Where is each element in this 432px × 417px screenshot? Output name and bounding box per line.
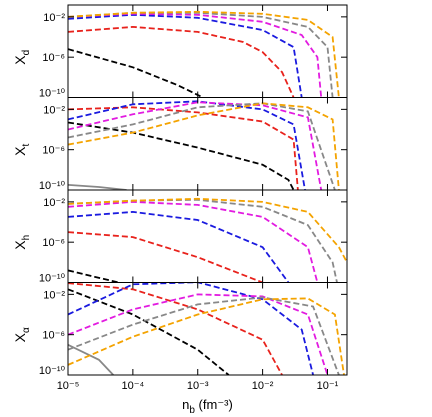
y-axis-label-sub: d: [21, 50, 32, 56]
data-line: [68, 293, 329, 375]
y-axis-label-main: X: [12, 55, 28, 65]
y-axis-label: Xt: [12, 143, 32, 155]
data-line: [68, 13, 303, 98]
data-line: [68, 200, 319, 283]
x-tick-label: 10⁻¹: [317, 380, 339, 392]
y-tick-label: 10⁻⁶: [42, 52, 65, 64]
y-axis-label: Xh: [12, 235, 32, 250]
y-axis-label-main: X: [12, 240, 28, 250]
data-line: [68, 197, 347, 263]
y-axis-label-sub: t: [21, 143, 32, 146]
y-tick-label: 10⁻¹⁰: [39, 180, 66, 192]
x-axis-label: nb (fm⁻³): [182, 397, 233, 416]
y-tick-label: 10⁻¹⁰: [39, 88, 66, 100]
data-line: [68, 10, 340, 98]
plot-frame: [67, 97, 348, 191]
x-tick-label: 10⁻²: [252, 380, 274, 392]
y-axis-label: Xd: [12, 50, 32, 65]
y-tick-label: 10⁻²: [43, 197, 65, 209]
data-line: [68, 269, 119, 283]
data-line: [68, 25, 295, 98]
data-line: [68, 297, 345, 375]
plot-frame: [67, 282, 348, 376]
y-tick-label: 10⁻²: [43, 12, 65, 24]
data-line: [68, 11, 334, 98]
data-line: [68, 282, 283, 375]
data-line: [68, 101, 323, 190]
data-line: [68, 343, 114, 375]
y-axis-label-main: X: [12, 332, 28, 342]
y-axis-label-main: X: [12, 146, 28, 156]
x-tick-label: 10⁻³: [187, 380, 209, 392]
y-axis-label: Xα: [12, 327, 32, 342]
y-tick-label: 10⁻⁶: [42, 237, 65, 249]
data-line: [68, 12, 323, 98]
x-axis-label-sub: b: [189, 405, 195, 416]
y-tick-label: 10⁻¹⁰: [39, 273, 66, 285]
x-axis-label-main: n: [182, 397, 189, 412]
y-axis-label-sub: h: [21, 235, 32, 241]
data-line: [68, 231, 263, 283]
data-line: [68, 48, 204, 98]
y-axis-label-sub: α: [21, 327, 32, 333]
y-tick-label: 10⁻⁶: [42, 330, 65, 342]
y-tick-label: 10⁻²: [43, 104, 65, 116]
data-line: [68, 296, 340, 375]
y-tick-label: 10⁻²: [43, 289, 65, 301]
data-line: [68, 184, 127, 190]
data-line: [68, 288, 230, 375]
data-line: [68, 282, 314, 375]
y-tick-label: 10⁻⁶: [42, 145, 65, 157]
data-line: [68, 121, 295, 190]
data-line: [68, 210, 290, 283]
data-line: [68, 198, 338, 283]
x-tick-label: 10⁻⁴: [121, 380, 144, 392]
y-tick-label: 10⁻¹⁰: [39, 365, 66, 377]
x-tick-label: 10⁻⁵: [57, 380, 80, 392]
x-axis-label-unit: (fm⁻³): [195, 397, 233, 412]
data-line: [68, 102, 336, 190]
